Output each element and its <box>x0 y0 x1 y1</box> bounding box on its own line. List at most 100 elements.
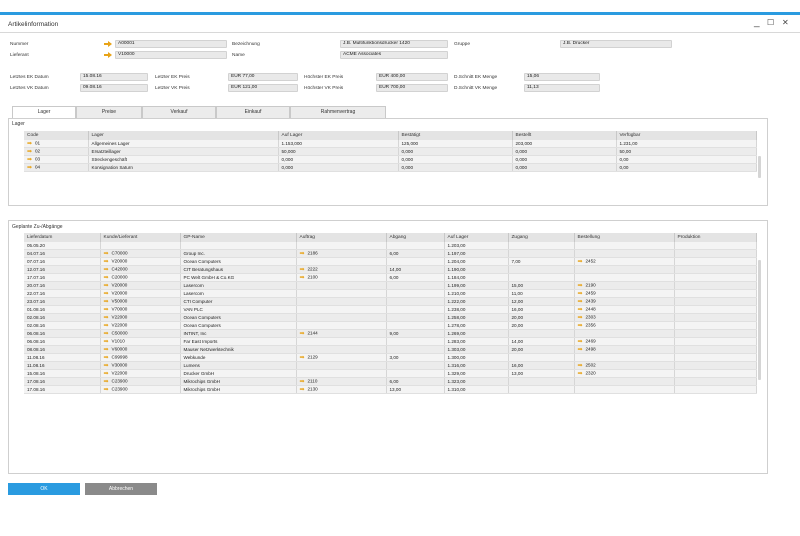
tab-rahmenvertrag[interactable]: Rahmenvertrag <box>290 106 386 118</box>
link-arrow-icon[interactable]: ➡ <box>577 299 583 305</box>
link-arrow-icon[interactable]: ➡ <box>103 355 109 361</box>
column-header[interactable]: Auftrag <box>296 233 387 242</box>
link-arrow-icon[interactable]: ➡ <box>103 339 109 345</box>
table-row[interactable]: ➡ 02 Ersatzteillager 50,000 0,000 0,000 50,00 <box>24 147 757 156</box>
table-row[interactable]: 23.07.16 ➡ V50000 CTI Computer 1.222,00 12,00… <box>24 297 757 306</box>
link-arrow-icon[interactable]: ➡ <box>103 323 109 329</box>
link-arrow-icon[interactable]: ➡ <box>577 371 583 377</box>
link-arrow-icon[interactable]: ➡ <box>103 307 109 313</box>
table-row[interactable]: 17.07.16 ➡ C20000 PC Welt GmbH & Co.KG ➡ 2100… <box>24 273 757 282</box>
column-header[interactable]: Bestätigt <box>398 131 513 140</box>
link-arrow-icon[interactable]: ➡ <box>27 141 33 147</box>
letztes-vk-datum-field[interactable]: 09.08.16 <box>80 84 148 92</box>
link-arrow-icon[interactable]: ➡ <box>103 267 109 273</box>
table-row[interactable]: 12.07.16 ➡ C42000 CIT Beratungshaus ➡ 2222 14,… <box>24 265 757 274</box>
link-arrow-icon[interactable]: ➡ <box>299 355 305 361</box>
table-row[interactable]: ➡ 04 Konsignation Saturn 0,000 0,000 0,000 0,0… <box>24 163 757 172</box>
link-arrow-icon[interactable]: ➡ <box>103 331 109 337</box>
column-header[interactable]: Produktion <box>674 233 757 242</box>
link-arrow-icon[interactable]: ➡ <box>577 315 583 321</box>
link-arrow-icon[interactable]: ➡ <box>299 251 305 257</box>
link-arrow-icon[interactable] <box>104 41 112 47</box>
table-row[interactable]: 04.07.16 ➡ C70000 Group Inc. ➡ 2186 6,00 1.197,… <box>24 249 757 258</box>
name-field[interactable]: ACME Associates <box>340 51 448 59</box>
link-arrow-icon[interactable]: ➡ <box>299 379 305 385</box>
table-row[interactable]: 01.08.16 ➡ V70000 VAN PLC 1.238,00 16,00 ➡ 2448 <box>24 305 757 314</box>
column-header[interactable]: Code <box>24 131 89 140</box>
link-arrow-icon[interactable]: ➡ <box>577 323 583 329</box>
table-row[interactable]: 06.08.16 ➡ V1010 Far East Imports 1.283,00 14… <box>24 337 757 346</box>
minimize-icon[interactable]: _ <box>754 17 760 28</box>
nummer-field[interactable]: A00001 <box>115 40 227 48</box>
hoechster-ek-preis-field[interactable]: EUR 400,00 <box>376 73 448 81</box>
lager-scrollbar[interactable] <box>758 156 761 178</box>
close-icon[interactable]: ✕ <box>782 18 789 27</box>
table-row[interactable]: ➡ 01 Allgemeines Lager 1.153,000 125,000 203,… <box>24 140 757 148</box>
link-arrow-icon[interactable]: ➡ <box>103 283 109 289</box>
link-arrow-icon[interactable]: ➡ <box>299 331 305 337</box>
tab-lager[interactable]: Lager <box>12 106 76 119</box>
link-arrow-icon[interactable]: ➡ <box>103 251 109 257</box>
dschnitt-ek-menge-field[interactable]: 15,06 <box>524 73 600 81</box>
table-row[interactable]: 22.07.16 ➡ V20000 Lasercom 1.210,00 11,00 ➡ 245… <box>24 289 757 298</box>
link-arrow-icon[interactable]: ➡ <box>299 267 305 273</box>
table-row[interactable]: 02.08.16 ➡ V22000 Ocean Computers 1.258,00 20… <box>24 313 757 322</box>
letzter-ek-preis-field[interactable]: EUR 77,00 <box>228 73 298 81</box>
table-row[interactable]: 17.08.16 ➡ C23900 Mikrochips GmbH ➡ 2110 6,00 1… <box>24 377 757 386</box>
dschnitt-vk-menge-field[interactable]: 11,13 <box>524 84 600 92</box>
column-header[interactable]: Kunde/Lieferant <box>100 233 181 242</box>
table-row[interactable]: 15.08.16 ➡ V22000 Drucker GmbH 1.329,00 13,00… <box>24 369 757 378</box>
link-arrow-icon[interactable]: ➡ <box>103 379 109 385</box>
link-arrow-icon[interactable]: ➡ <box>103 347 109 353</box>
hoechster-vk-preis-field[interactable]: EUR 700,00 <box>376 84 448 92</box>
link-arrow-icon[interactable]: ➡ <box>103 387 109 393</box>
link-arrow-icon[interactable]: ➡ <box>299 275 305 281</box>
link-arrow-icon[interactable]: ➡ <box>27 149 33 155</box>
column-header[interactable]: Auf Lager <box>444 233 509 242</box>
link-arrow-icon[interactable]: ➡ <box>27 157 33 163</box>
table-row[interactable]: 05.05.20 1.203,00 <box>24 242 757 250</box>
link-arrow-icon[interactable]: ➡ <box>103 275 109 281</box>
ok-button[interactable]: OK <box>8 483 80 495</box>
link-arrow-icon[interactable]: ➡ <box>103 291 109 297</box>
tab-preise[interactable]: Preise <box>76 106 142 118</box>
table-row[interactable]: 11.08.16 ➡ V30000 Lumens 1.316,00 16,00 ➡ 2502 <box>24 361 757 370</box>
link-arrow-icon[interactable] <box>104 52 112 58</box>
maximize-icon[interactable]: ☐ <box>767 18 775 27</box>
letzter-vk-preis-field[interactable]: EUR 121,00 <box>228 84 298 92</box>
table-row[interactable]: 17.08.16 ➡ C23900 Mikrochips GmbH ➡ 2130 13,00… <box>24 385 757 394</box>
table-row[interactable]: 20.07.16 ➡ V20000 Lasercom 1.199,00 15,00 ➡ 219… <box>24 281 757 290</box>
table-row[interactable]: 07.07.16 ➡ V20000 Ocean Computers 1.204,00 7,… <box>24 257 757 266</box>
link-arrow-icon[interactable]: ➡ <box>103 315 109 321</box>
column-header[interactable]: Auf Lager <box>278 131 399 140</box>
column-header[interactable]: Bestellung <box>574 233 675 242</box>
link-arrow-icon[interactable]: ➡ <box>103 299 109 305</box>
table-row[interactable]: 06.08.16 ➡ C50000 INTINT, Inc ➡ 2144 9,00 1.269… <box>24 329 757 338</box>
column-header[interactable]: Verfügbar <box>616 131 757 140</box>
link-arrow-icon[interactable]: ➡ <box>577 347 583 353</box>
lieferant-field[interactable]: V10000 <box>115 51 227 59</box>
link-arrow-icon[interactable]: ➡ <box>577 283 583 289</box>
link-arrow-icon[interactable]: ➡ <box>577 259 583 265</box>
bezeichnung-field[interactable]: J.B. Multifunktionsdrucker 1420 <box>340 40 448 48</box>
link-arrow-icon[interactable]: ➡ <box>103 371 109 377</box>
link-arrow-icon[interactable]: ➡ <box>103 363 109 369</box>
column-header[interactable]: Zugang <box>508 233 575 242</box>
column-header[interactable]: Lieferdatum <box>24 233 101 242</box>
tab-verkauf[interactable]: Verkauf <box>142 106 216 118</box>
link-arrow-icon[interactable]: ➡ <box>577 291 583 297</box>
cancel-button[interactable]: Abbrechen <box>85 483 157 495</box>
link-arrow-icon[interactable]: ➡ <box>577 339 583 345</box>
geplant-scrollbar[interactable] <box>758 260 761 380</box>
column-header[interactable]: Lager <box>88 131 279 140</box>
column-header[interactable]: GP-Name <box>180 233 297 242</box>
letztes-ek-datum-field[interactable]: 15.08.16 <box>80 73 148 81</box>
table-row[interactable]: 02.08.16 ➡ V22000 Ocean Computers 1.278,00 20… <box>24 321 757 330</box>
link-arrow-icon[interactable]: ➡ <box>299 387 305 393</box>
tab-einkauf[interactable]: Einkauf <box>216 106 290 118</box>
link-arrow-icon[interactable]: ➡ <box>577 307 583 313</box>
table-row[interactable]: ➡ 03 Streckengeschäft 0,000 0,000 0,000 0,00 <box>24 155 757 164</box>
link-arrow-icon[interactable]: ➡ <box>103 259 109 265</box>
gruppe-field[interactable]: J.B. Drucker <box>560 40 672 48</box>
column-header[interactable]: Abgang <box>386 233 445 242</box>
